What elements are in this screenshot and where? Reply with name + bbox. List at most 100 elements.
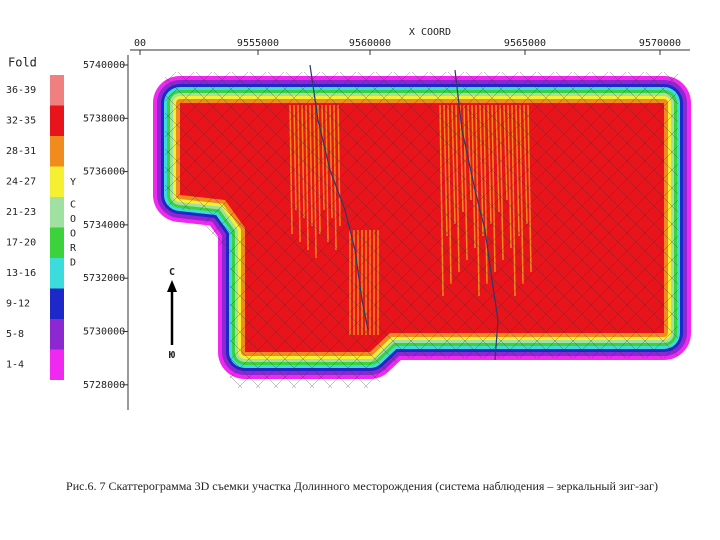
legend-label: 28-31 [6, 146, 36, 157]
grid-line [551, 72, 678, 388]
y-tick-label: 5736000 [83, 167, 125, 178]
grid-line [165, 72, 433, 388]
fold-map [153, 64, 720, 398]
grid-line [425, 72, 678, 388]
streak [321, 104, 325, 211]
legend-swatch [50, 227, 64, 258]
grid-line [263, 72, 595, 388]
legend-label: 24-27 [6, 177, 36, 188]
grid-line [165, 72, 235, 388]
grid-line [714, 68, 720, 398]
grid-line [281, 72, 613, 388]
y-tick-label: 5738000 [83, 113, 125, 124]
x-axis-label: X COORD [409, 27, 451, 38]
grid-line [605, 72, 678, 388]
grid-line [551, 72, 678, 388]
fault-trace [454, 69, 499, 361]
grid-line [191, 72, 523, 388]
legend-label: 21-23 [6, 207, 36, 218]
streak [333, 104, 337, 251]
grid-line [209, 72, 541, 388]
grid-line [227, 72, 559, 388]
legend-swatch [50, 349, 64, 380]
grid-line [335, 72, 667, 388]
north-label: C [169, 267, 175, 278]
x-tick-label: 9565000 [504, 38, 546, 49]
legend-label: 1-4 [6, 360, 24, 371]
grid-line [165, 72, 379, 388]
y-axis-letter: O [70, 214, 76, 225]
streak [293, 104, 297, 211]
legend-swatch [50, 319, 64, 350]
grid-line [299, 72, 631, 388]
arrow-head [167, 280, 177, 292]
grid-line [443, 72, 678, 388]
grid-line [569, 72, 678, 388]
legend-swatch [50, 166, 64, 197]
grid-line [353, 72, 678, 388]
legend-swatch [50, 258, 64, 289]
grid-line [569, 72, 678, 388]
streak [289, 104, 293, 235]
grid-line [533, 72, 678, 388]
grid-line [165, 72, 307, 388]
caption: Рис.6. 7 Скаттерограмма 3D съемки участк… [66, 479, 658, 493]
south-label: Ю [169, 350, 175, 361]
grid-line [696, 68, 720, 398]
x-tick-label: 9570000 [639, 38, 681, 49]
legend-swatch [50, 75, 64, 106]
legend-label: 5-8 [6, 329, 24, 340]
grid-line [165, 72, 325, 388]
grid-line [317, 72, 649, 388]
x-tick-label: 9560000 [349, 38, 391, 49]
y-tick-label: 5732000 [83, 273, 125, 284]
y-axis-letter: D [70, 258, 76, 269]
legend-label: 32-35 [6, 116, 36, 127]
grid-line [515, 72, 678, 388]
y-axis-letter: O [70, 229, 76, 240]
legend-label: 13-16 [6, 268, 36, 279]
x-tick-label: 00 [134, 38, 146, 49]
grid-line [165, 72, 271, 388]
grid-line [389, 72, 678, 388]
streak [297, 104, 301, 243]
y-tick-label: 5730000 [83, 327, 125, 338]
streak [317, 104, 321, 235]
y-axis-letter: R [70, 243, 77, 254]
grid-line [587, 72, 678, 388]
legend-title: Fold [8, 56, 37, 70]
grid-line [497, 72, 678, 388]
legend-swatch [50, 105, 64, 136]
grid-line [371, 72, 678, 388]
grid-line [605, 72, 678, 388]
fault-trace [309, 64, 369, 331]
y-axis-letter: Y [70, 177, 76, 188]
legend-swatch [50, 288, 64, 319]
streak [329, 104, 333, 219]
grid-line [714, 68, 720, 398]
x-tick-label: 9555000 [237, 38, 279, 49]
grid-line [165, 72, 289, 388]
streak [325, 104, 329, 243]
legend-swatch [50, 197, 64, 228]
y-tick-label: 5728000 [83, 380, 125, 391]
grid-line [165, 72, 253, 388]
streak [301, 104, 305, 219]
legend-label: 36-39 [6, 85, 36, 96]
grid-line [165, 72, 397, 388]
y-axis-letter: C [70, 200, 76, 211]
y-tick-label: 5734000 [83, 220, 125, 231]
grid-line [479, 72, 678, 388]
grid-line [407, 72, 678, 388]
streak [305, 104, 309, 251]
y-tick-label: 5740000 [83, 60, 125, 71]
grid-line [165, 72, 325, 388]
legend-label: 17-20 [6, 238, 36, 249]
grid-line [165, 72, 415, 388]
grid-line [587, 72, 678, 388]
grid-line [533, 72, 678, 388]
legend-swatch [50, 136, 64, 167]
grid-line [165, 72, 307, 388]
legend-label: 9-12 [6, 299, 30, 310]
